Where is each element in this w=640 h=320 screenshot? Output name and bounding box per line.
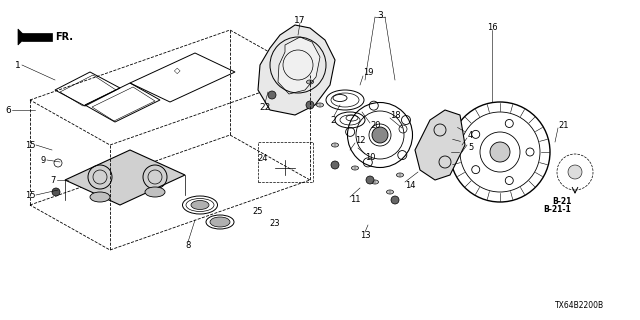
Text: 14: 14 bbox=[405, 180, 415, 189]
Text: 24: 24 bbox=[258, 154, 268, 163]
Text: 12: 12 bbox=[355, 135, 365, 145]
Text: 15: 15 bbox=[25, 140, 35, 149]
Text: B-21: B-21 bbox=[552, 197, 572, 206]
Circle shape bbox=[52, 188, 60, 196]
Bar bbox=[258, 142, 313, 182]
Circle shape bbox=[306, 101, 314, 109]
Text: 9: 9 bbox=[40, 156, 45, 164]
Text: 15: 15 bbox=[25, 190, 35, 199]
Text: 3: 3 bbox=[377, 11, 383, 20]
Polygon shape bbox=[415, 110, 465, 180]
Polygon shape bbox=[278, 37, 320, 94]
Text: TX64B2200B: TX64B2200B bbox=[556, 300, 605, 309]
Circle shape bbox=[366, 176, 374, 184]
Text: 10: 10 bbox=[365, 153, 376, 162]
Ellipse shape bbox=[490, 142, 510, 162]
Text: 20: 20 bbox=[370, 121, 381, 130]
Text: 25: 25 bbox=[253, 207, 263, 217]
Circle shape bbox=[331, 161, 339, 169]
Circle shape bbox=[391, 196, 399, 204]
Text: 16: 16 bbox=[486, 22, 497, 31]
Polygon shape bbox=[65, 150, 185, 205]
Text: 1: 1 bbox=[15, 60, 20, 69]
Text: 7: 7 bbox=[50, 175, 56, 185]
Text: 18: 18 bbox=[390, 110, 401, 119]
Ellipse shape bbox=[145, 187, 165, 197]
Text: B-21-1: B-21-1 bbox=[543, 205, 571, 214]
Ellipse shape bbox=[90, 192, 110, 202]
Text: 2: 2 bbox=[330, 116, 335, 124]
Polygon shape bbox=[18, 29, 26, 45]
Polygon shape bbox=[258, 25, 335, 115]
Text: ◇: ◇ bbox=[173, 67, 180, 76]
Text: 21: 21 bbox=[558, 121, 568, 130]
Ellipse shape bbox=[568, 165, 582, 179]
Ellipse shape bbox=[210, 217, 230, 227]
Text: 19: 19 bbox=[363, 68, 374, 76]
Circle shape bbox=[268, 91, 276, 99]
Circle shape bbox=[372, 127, 388, 143]
Text: 22: 22 bbox=[259, 102, 271, 111]
Text: 11: 11 bbox=[350, 196, 360, 204]
Text: 6: 6 bbox=[5, 106, 11, 115]
Text: 8: 8 bbox=[186, 241, 191, 250]
Text: 17: 17 bbox=[294, 15, 306, 25]
Text: 13: 13 bbox=[360, 230, 371, 239]
Ellipse shape bbox=[191, 201, 209, 210]
Text: 4: 4 bbox=[468, 131, 473, 140]
Polygon shape bbox=[22, 33, 52, 41]
Text: 23: 23 bbox=[269, 220, 280, 228]
Text: 5: 5 bbox=[468, 142, 473, 151]
Text: FR.: FR. bbox=[55, 32, 73, 42]
